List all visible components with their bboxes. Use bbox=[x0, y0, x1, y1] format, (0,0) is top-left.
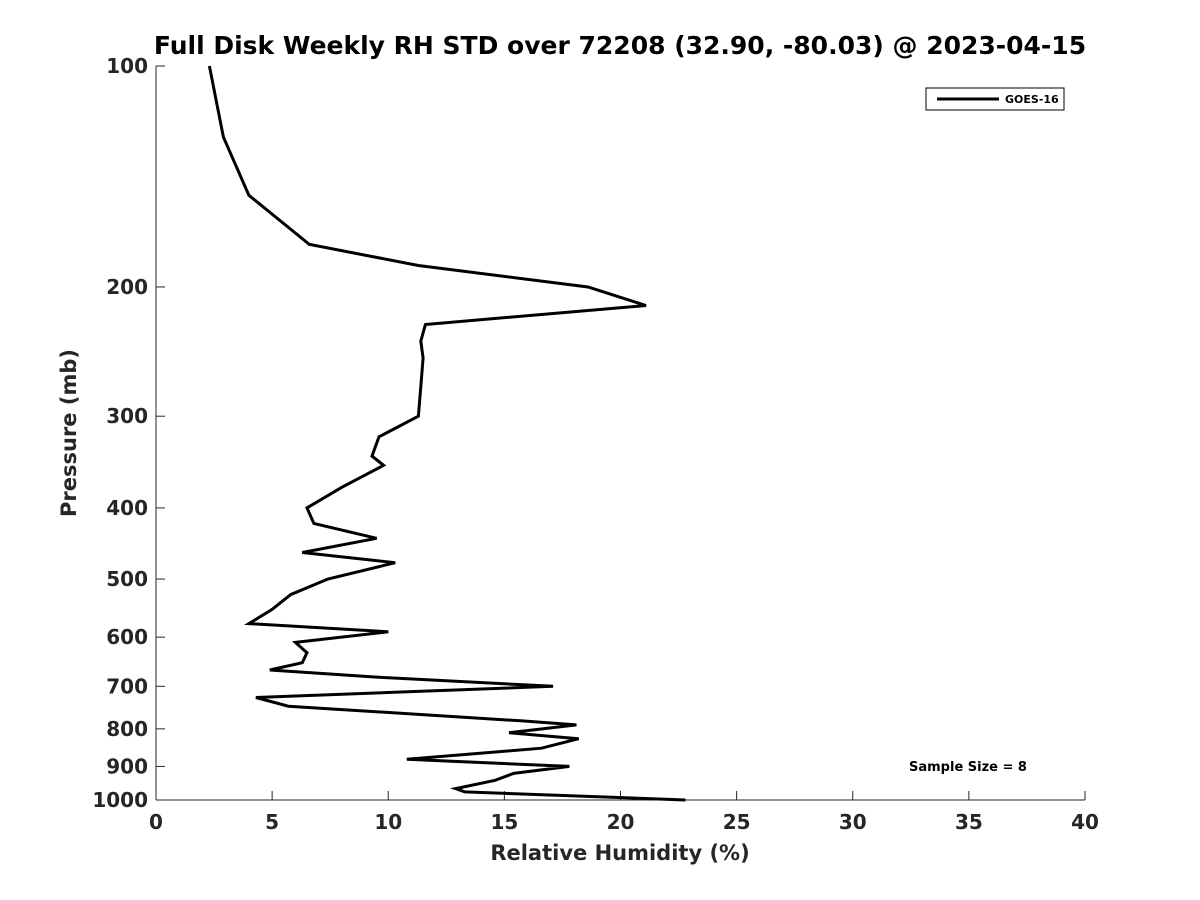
x-axis-ticks: 0 5 10 15 20 25 30 35 40 bbox=[149, 791, 1099, 834]
x-tick-label: 0 bbox=[149, 810, 163, 834]
sample-size-annotation: Sample Size = 8 bbox=[909, 760, 1027, 775]
y-tick-label: 600 bbox=[106, 625, 148, 649]
y-tick-label: 700 bbox=[106, 674, 148, 698]
y-tick-label: 400 bbox=[106, 496, 148, 520]
legend: GOES-16 bbox=[925, 87, 1065, 111]
y-axis-ticks: 100 200 300 400 500 600 700 800 900 1000 bbox=[92, 54, 165, 812]
series-layer bbox=[207, 65, 686, 802]
y-tick-label: 800 bbox=[106, 717, 148, 741]
x-tick-label: 5 bbox=[265, 810, 279, 834]
x-axis-label: Relative Humidity (%) bbox=[490, 841, 749, 865]
y-axis-label: Pressure (mb) bbox=[57, 349, 81, 517]
y-tick-label: 1000 bbox=[92, 788, 148, 812]
x-tick-label: 20 bbox=[607, 810, 635, 834]
x-tick-label: 35 bbox=[955, 810, 983, 834]
x-tick-label: 15 bbox=[490, 810, 518, 834]
y-tick-label: 300 bbox=[106, 404, 148, 428]
x-tick-label: 25 bbox=[723, 810, 751, 834]
y-tick-label: 500 bbox=[106, 567, 148, 591]
y-tick-label: 100 bbox=[106, 54, 148, 78]
chart-title: Full Disk Weekly RH STD over 72208 (32.9… bbox=[154, 31, 1086, 60]
legend-label-goes-16: GOES-16 bbox=[1005, 93, 1059, 106]
y-tick-label: 200 bbox=[106, 275, 148, 299]
x-tick-label: 40 bbox=[1071, 810, 1099, 834]
series-line-goes-16 bbox=[207, 65, 686, 802]
y-tick-label: 900 bbox=[106, 754, 148, 778]
x-tick-label: 30 bbox=[839, 810, 867, 834]
x-tick-label: 10 bbox=[374, 810, 402, 834]
